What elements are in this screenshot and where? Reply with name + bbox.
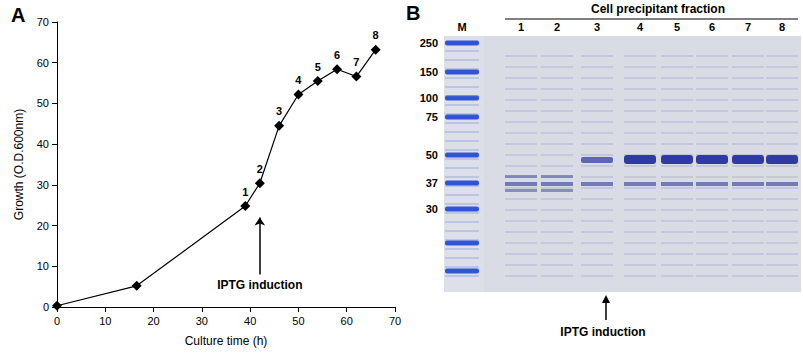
- svg-text:60: 60: [341, 315, 353, 327]
- svg-text:40: 40: [37, 138, 49, 150]
- svg-text:150: 150: [420, 66, 438, 78]
- svg-text:20: 20: [147, 315, 159, 327]
- svg-text:70: 70: [389, 315, 401, 327]
- svg-text:IPTG induction: IPTG induction: [560, 325, 645, 339]
- svg-text:6: 6: [709, 21, 715, 33]
- svg-text:30: 30: [37, 179, 49, 191]
- svg-text:7: 7: [353, 56, 359, 68]
- svg-text:6: 6: [334, 49, 340, 61]
- svg-text:Cell precipitant fraction: Cell precipitant fraction: [591, 2, 725, 16]
- svg-text:30: 30: [426, 203, 438, 215]
- svg-text:1: 1: [242, 186, 248, 198]
- svg-text:7: 7: [745, 21, 751, 33]
- svg-text:A: A: [11, 4, 25, 26]
- svg-text:3: 3: [276, 105, 282, 117]
- svg-text:4: 4: [637, 21, 644, 33]
- svg-text:Culture time (h): Culture time (h): [185, 334, 268, 348]
- svg-text:4: 4: [295, 74, 302, 86]
- svg-text:75: 75: [426, 111, 438, 123]
- svg-text:M: M: [457, 21, 466, 33]
- svg-text:5: 5: [674, 21, 680, 33]
- svg-text:60: 60: [37, 57, 49, 69]
- svg-text:10: 10: [37, 260, 49, 272]
- svg-text:3: 3: [594, 21, 600, 33]
- svg-text:IPTG induction: IPTG induction: [217, 278, 302, 292]
- svg-text:70: 70: [37, 16, 49, 28]
- svg-text:0: 0: [54, 315, 60, 327]
- svg-text:100: 100: [420, 92, 438, 104]
- svg-text:20: 20: [37, 220, 49, 232]
- svg-text:30: 30: [196, 315, 208, 327]
- svg-text:Growth (O.D.600nm): Growth (O.D.600nm): [12, 109, 26, 220]
- svg-text:50: 50: [426, 149, 438, 161]
- svg-text:10: 10: [99, 315, 111, 327]
- svg-text:5: 5: [315, 61, 321, 73]
- svg-text:1: 1: [518, 21, 524, 33]
- svg-text:50: 50: [37, 97, 49, 109]
- svg-text:2: 2: [554, 21, 560, 33]
- svg-text:8: 8: [779, 21, 785, 33]
- svg-text:8: 8: [373, 29, 379, 41]
- svg-text:2: 2: [257, 163, 263, 175]
- svg-text:40: 40: [244, 315, 256, 327]
- svg-text:37: 37: [426, 177, 438, 189]
- svg-text:50: 50: [292, 315, 304, 327]
- svg-text:B: B: [406, 2, 420, 24]
- svg-text:250: 250: [420, 37, 438, 49]
- svg-text:0: 0: [43, 301, 49, 313]
